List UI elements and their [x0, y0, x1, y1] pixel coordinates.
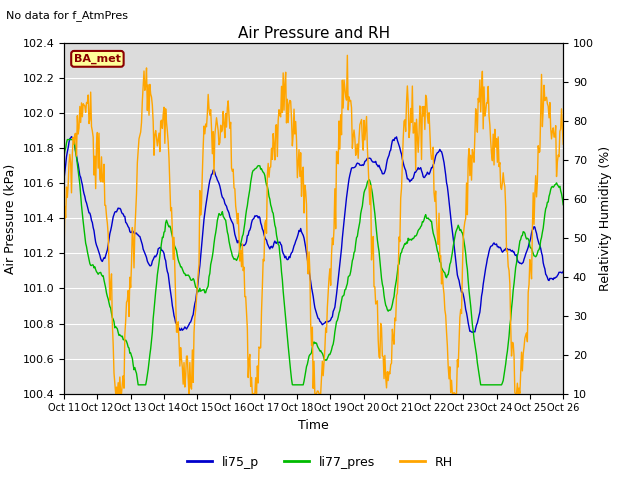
Y-axis label: Relativity Humidity (%): Relativity Humidity (%)	[600, 146, 612, 291]
X-axis label: Time: Time	[298, 419, 329, 432]
Text: No data for f_AtmPres: No data for f_AtmPres	[6, 10, 129, 21]
Y-axis label: Air Pressure (kPa): Air Pressure (kPa)	[4, 163, 17, 274]
Text: BA_met: BA_met	[74, 54, 121, 64]
Title: Air Pressure and RH: Air Pressure and RH	[237, 25, 390, 41]
Legend: li75_p, li77_pres, RH: li75_p, li77_pres, RH	[182, 451, 458, 474]
